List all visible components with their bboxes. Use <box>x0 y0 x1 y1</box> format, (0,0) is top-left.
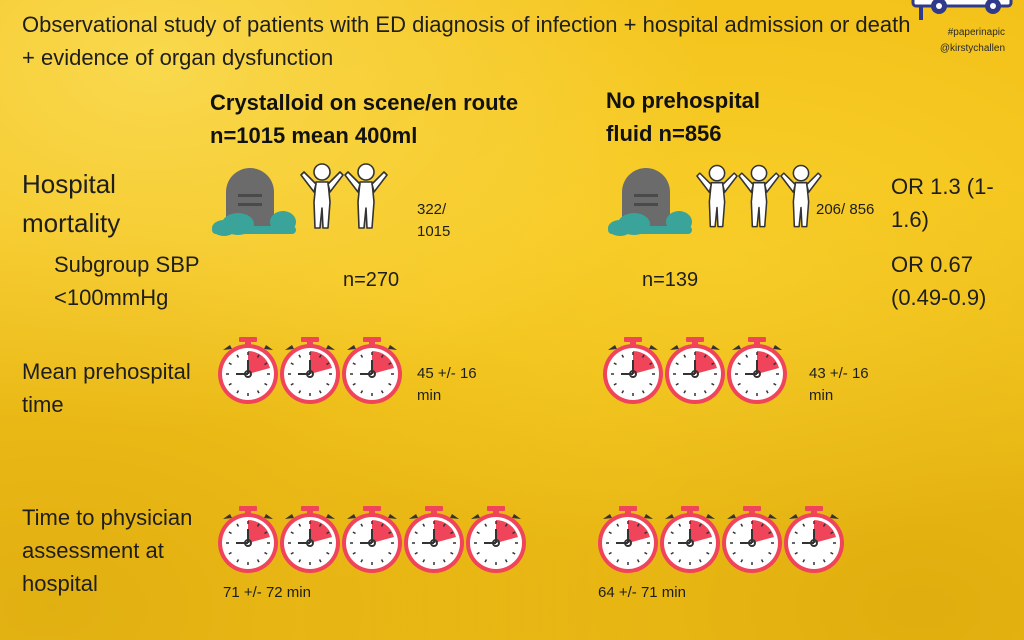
tombstone-icon <box>604 162 696 238</box>
person-arms-up-icon <box>300 162 344 238</box>
stopwatch-icon <box>341 336 403 406</box>
stopwatch-icon <box>726 336 788 406</box>
person-arms-up-icon <box>780 162 822 238</box>
left-mortality-icons <box>208 162 388 238</box>
physician-time-label: Time to physician assessment at hospital <box>22 505 193 596</box>
stopwatch-icon <box>341 505 403 575</box>
person-arms-up-icon <box>738 162 780 238</box>
right-mortality-value: 206/ 856 <box>816 201 875 218</box>
stopwatch-icon <box>465 505 527 575</box>
left-prehospital-value: 45 +/- 16 min <box>417 365 477 404</box>
prehospital-time-label: Mean prehospital time <box>22 359 191 417</box>
person-arms-up-icon <box>696 162 738 238</box>
mortality-odds-ratio: OR 1.3 (1-1.6) <box>891 174 994 232</box>
right-physician-value: 64 +/- 71 min <box>598 584 686 601</box>
stopwatch-icon <box>597 505 659 575</box>
twitter-handle: @kirstychallen <box>939 43 1005 54</box>
stopwatch-icon <box>279 336 341 406</box>
person-arms-up-icon <box>344 162 388 238</box>
right-mortality-icons <box>604 162 822 238</box>
ambulance-logo-icon <box>905 0 1015 26</box>
mortality-label: Hospital mortality <box>22 169 121 238</box>
right-physician-timers <box>597 505 845 575</box>
stopwatch-icon <box>403 505 465 575</box>
left-prehospital-timers <box>217 336 403 406</box>
right-prehospital-value: 43 +/- 16 min <box>809 365 869 404</box>
subgroup-label: Subgroup SBP <100mmHg <box>54 252 200 310</box>
right-subgroup-n: n=139 <box>642 269 699 291</box>
left-physician-timers <box>217 505 527 575</box>
stopwatch-icon <box>659 505 721 575</box>
subgroup-odds-ratio: OR 0.67 (0.49-0.9) <box>891 252 987 310</box>
hashtag: #paperinapic <box>947 27 1005 38</box>
stopwatch-icon <box>602 336 664 406</box>
left-mortality-value: 322/ 1015 <box>417 201 451 240</box>
right-column-header: No prehospital fluid n=856 <box>606 88 761 146</box>
left-physician-value: 71 +/- 72 min <box>223 584 311 601</box>
stopwatch-icon <box>217 505 279 575</box>
right-prehospital-timers <box>602 336 788 406</box>
stopwatch-icon <box>217 336 279 406</box>
left-column-header: Crystalloid on scene/en route n=1015 mea… <box>210 90 519 148</box>
subtitle: Observational study of patients with ED … <box>22 12 911 70</box>
tombstone-icon <box>208 162 300 238</box>
stopwatch-icon <box>664 336 726 406</box>
stopwatch-icon <box>279 505 341 575</box>
stopwatch-icon <box>783 505 845 575</box>
left-subgroup-n: n=270 <box>343 269 400 291</box>
stopwatch-icon <box>721 505 783 575</box>
